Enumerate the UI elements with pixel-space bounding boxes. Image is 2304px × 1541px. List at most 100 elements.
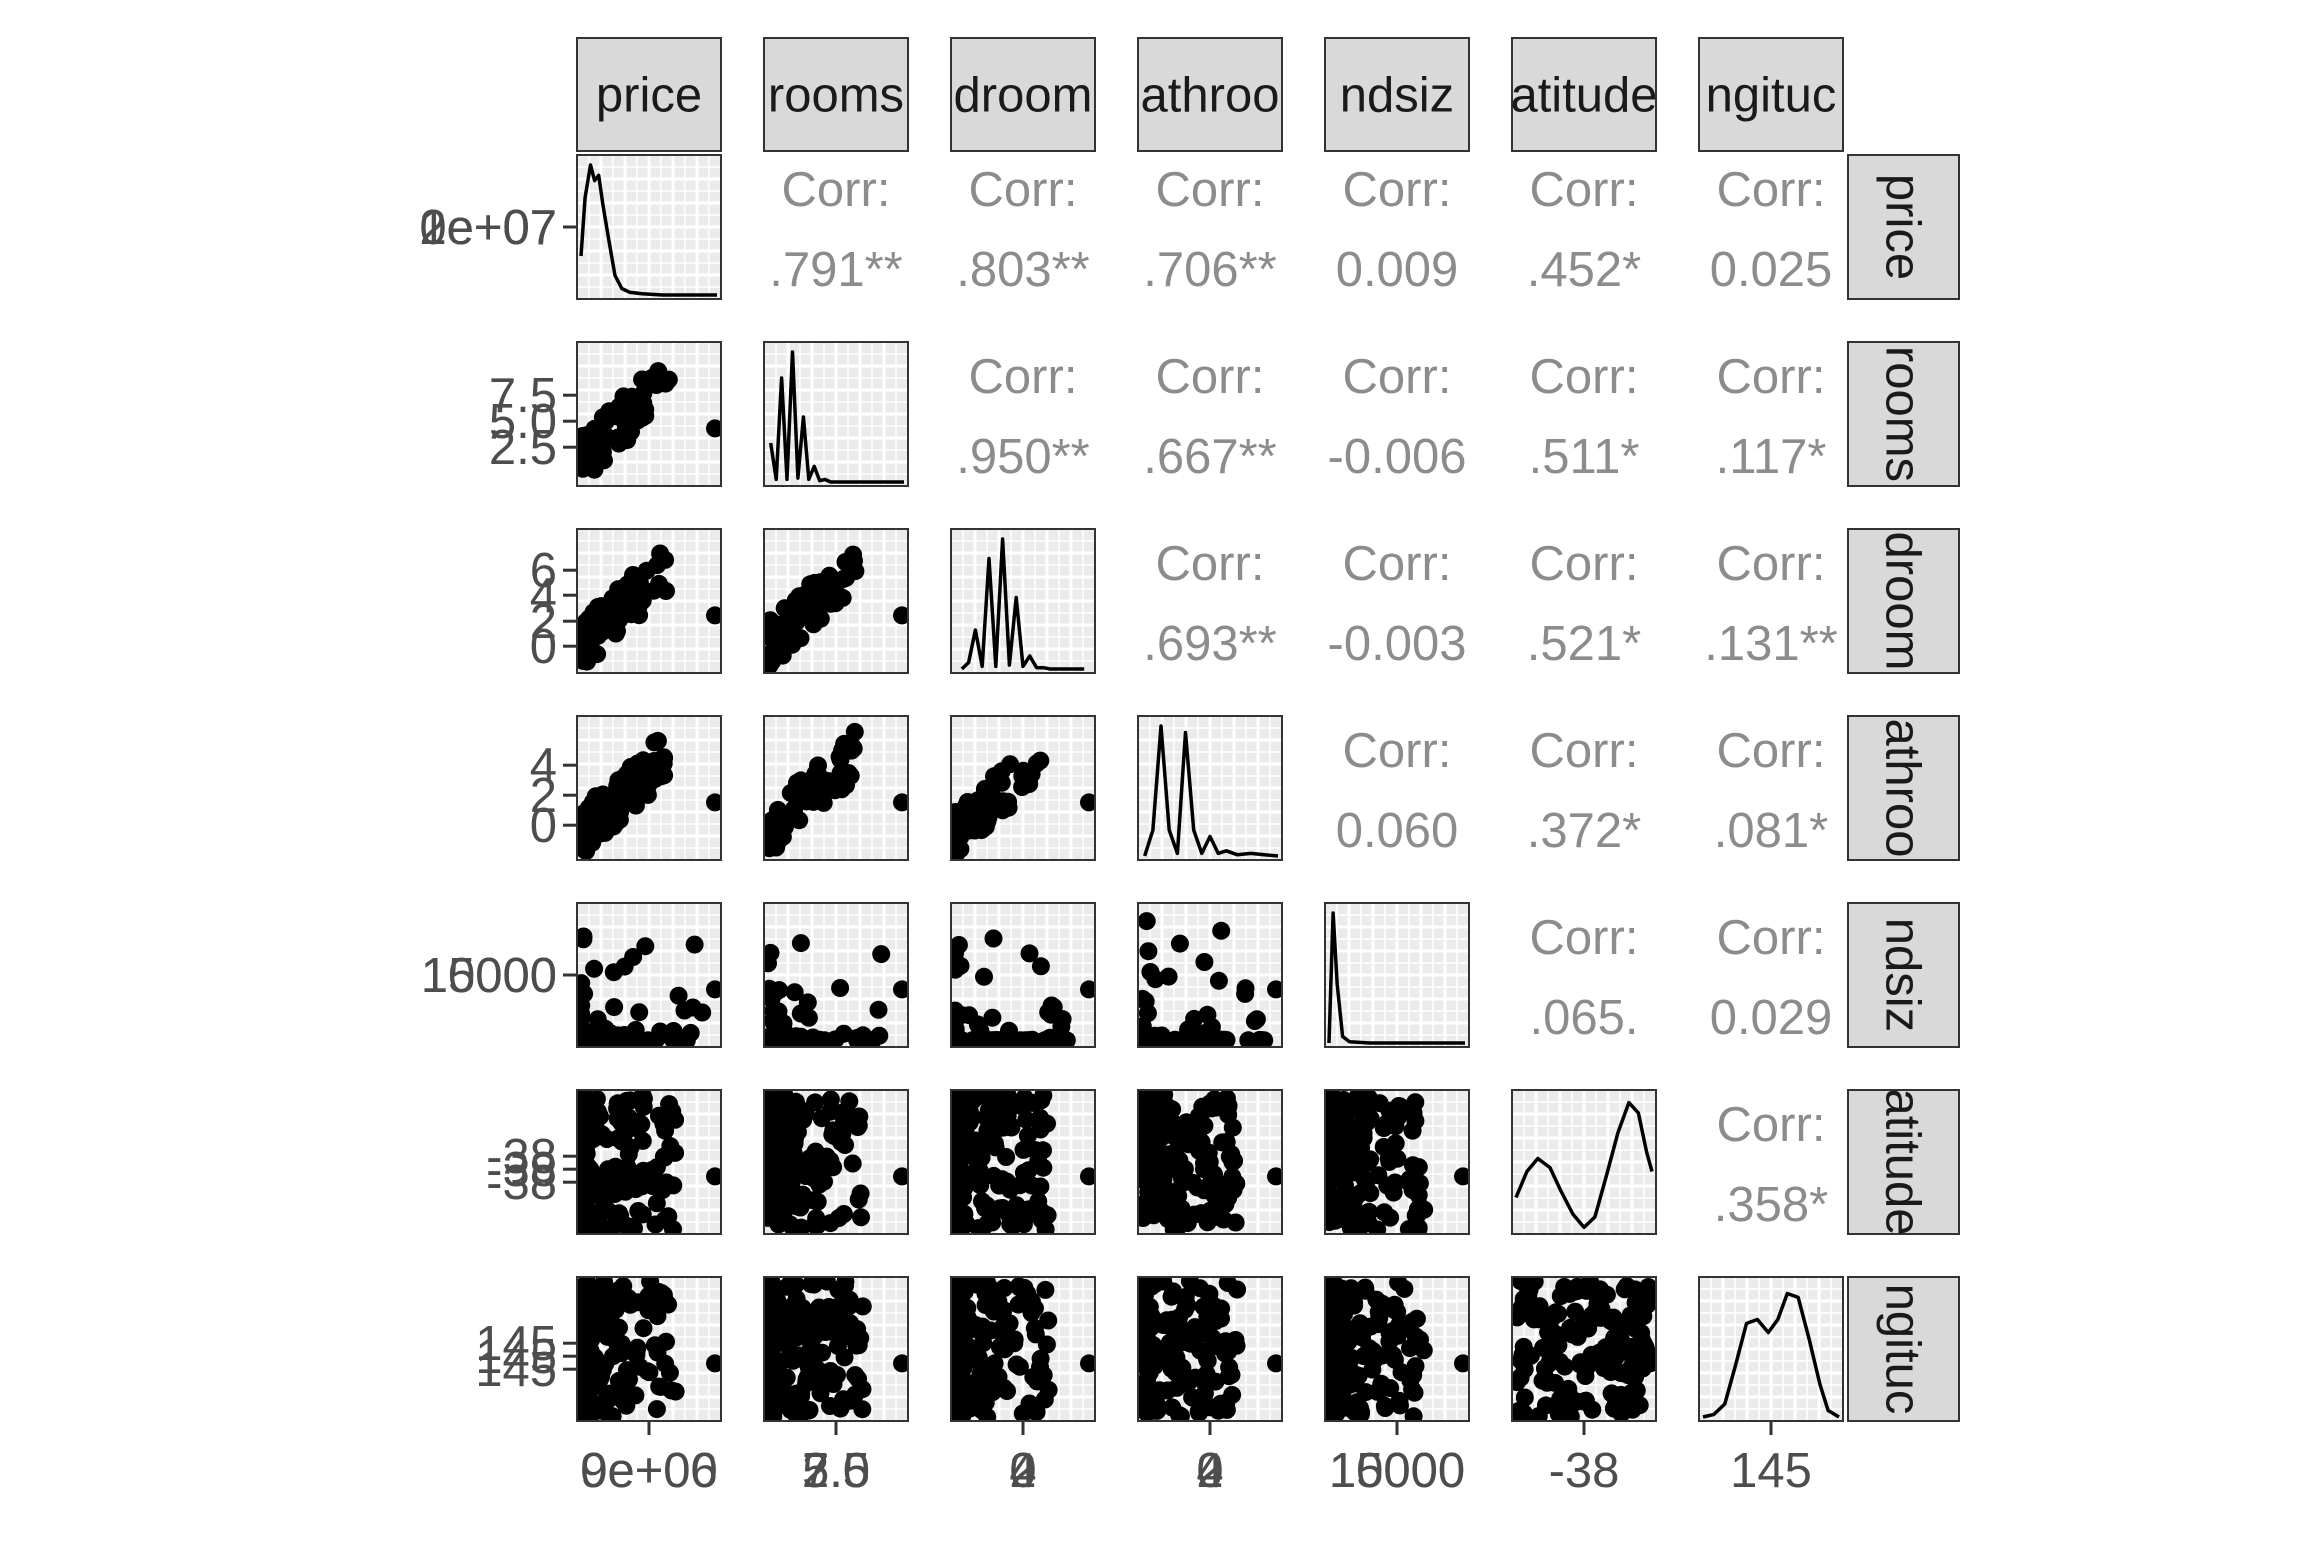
scatter-point	[837, 568, 855, 587]
corr-cell-rooms-bathrooms: Corr: .667**	[1143, 350, 1277, 484]
scatter-point	[577, 1316, 590, 1335]
scatter-point	[1604, 1399, 1623, 1418]
scatter-point	[1023, 1031, 1042, 1047]
top-strip-price: price	[576, 37, 722, 152]
scatter-point	[953, 1305, 972, 1324]
corr-cell-bathrooms-landsize: Corr: 0.060	[1336, 724, 1459, 858]
scatter-point	[1223, 1118, 1242, 1137]
scatter-point	[810, 1175, 829, 1194]
strip-label-clip: atitude	[1876, 1090, 1930, 1234]
scatter-point	[1267, 1354, 1282, 1373]
strip-label-clip: ndsiz	[1876, 918, 1930, 1032]
corr-value: .791**	[769, 243, 903, 297]
scatter-point	[585, 460, 604, 479]
scatter-point	[972, 1148, 991, 1167]
scatter-point	[1267, 980, 1282, 999]
scatter-point	[656, 1354, 675, 1373]
scatter-point	[764, 1280, 782, 1298]
corr-cell-bedrooms-bathrooms: Corr: .693**	[1143, 537, 1277, 671]
scatter-point	[1141, 963, 1160, 981]
scatter-point	[1540, 1344, 1559, 1363]
scatter-point	[1140, 1170, 1159, 1189]
scatter-point	[978, 1214, 997, 1233]
scatter-point	[843, 1154, 862, 1173]
scatter-point	[1392, 1363, 1411, 1382]
scatter-point	[595, 1277, 614, 1291]
scatter-point	[993, 792, 1012, 811]
right-strip-rooms: rooms	[1847, 341, 1960, 487]
panel-bathrooms-bathrooms	[1137, 715, 1283, 861]
scatter-point	[1368, 1382, 1387, 1401]
scatter-point	[612, 1290, 631, 1309]
scatter-point	[853, 1297, 872, 1316]
scatter-point	[653, 1181, 672, 1199]
scatter-point	[1138, 1322, 1152, 1341]
scatter-points	[764, 722, 908, 858]
scatter-point	[1080, 980, 1095, 999]
right-strip-bathrooms: athroo	[1847, 715, 1960, 861]
panel-border	[1511, 1089, 1657, 1235]
y-tick-label: 7.5	[489, 369, 557, 423]
top-strip-rooms: rooms	[763, 37, 909, 152]
scatter-point	[1454, 1167, 1469, 1186]
scatter-point	[1194, 1024, 1213, 1043]
scatter-point	[976, 1199, 995, 1218]
scatter-point	[1036, 1280, 1055, 1299]
scatter-point	[627, 1343, 646, 1362]
scatter-point	[645, 733, 664, 752]
scatter-point	[956, 1390, 974, 1409]
scatter-point	[1010, 1357, 1029, 1376]
scatter-point	[1384, 1346, 1403, 1365]
scatter-point	[992, 762, 1011, 781]
x-tick-label: 4	[1196, 1444, 1223, 1498]
scatter-point	[1379, 1149, 1398, 1168]
scatter-point	[649, 1282, 668, 1301]
panel-rooms-price	[576, 341, 722, 487]
scatter-point	[1015, 775, 1033, 794]
scatter-point	[613, 579, 632, 598]
scatter-point	[1331, 1279, 1350, 1298]
panel-latitude-price	[576, 1089, 722, 1235]
scatter-point	[1145, 1277, 1164, 1294]
scatter-points	[577, 927, 721, 1047]
corr-label: Corr:	[1530, 163, 1639, 217]
corr-cell-rooms-landsize: Corr: -0.006	[1328, 350, 1467, 484]
scatter-point	[1138, 1116, 1153, 1135]
scatter-point	[951, 960, 965, 979]
corr-value: .950**	[956, 430, 1090, 484]
scatter-point	[577, 1188, 593, 1207]
scatter-point	[807, 1209, 826, 1228]
scatter-point	[1341, 1219, 1360, 1234]
scatter-point	[659, 370, 678, 389]
scatter-point	[633, 370, 652, 389]
scatter-point	[629, 597, 648, 616]
scatter-point	[1361, 1109, 1380, 1128]
scatter-point	[974, 1386, 993, 1405]
strip-label-clip: rooms	[1876, 346, 1930, 482]
scatter-point	[1391, 1396, 1409, 1415]
scatter-point	[1212, 1309, 1230, 1328]
corr-cell-price-latitude: Corr: .452*	[1527, 163, 1641, 297]
scatter-point	[836, 553, 855, 571]
scatter-point	[1563, 1325, 1582, 1344]
scatter-point	[1389, 1097, 1408, 1115]
scatter-points	[1325, 1090, 1469, 1234]
scatter-point	[1034, 1090, 1053, 1105]
scatter-point	[776, 811, 795, 830]
scatter-point	[835, 1301, 854, 1320]
scatter-point	[625, 1219, 643, 1234]
scatter-point	[577, 1123, 592, 1142]
scatter-point	[1031, 957, 1050, 976]
scatter-point	[1158, 1381, 1177, 1400]
scatter-point	[1036, 1220, 1055, 1234]
scatter-point	[581, 1216, 600, 1234]
right-strip-longitude: ngituc	[1847, 1276, 1960, 1422]
strip-label: athroo	[1141, 69, 1280, 123]
scatter-point	[848, 1031, 867, 1047]
scatter-point	[1342, 1149, 1361, 1168]
scatter-point	[577, 813, 593, 832]
scatter-point	[1139, 942, 1158, 961]
scatter-point	[1512, 1368, 1529, 1387]
scatter-points	[577, 1277, 721, 1421]
